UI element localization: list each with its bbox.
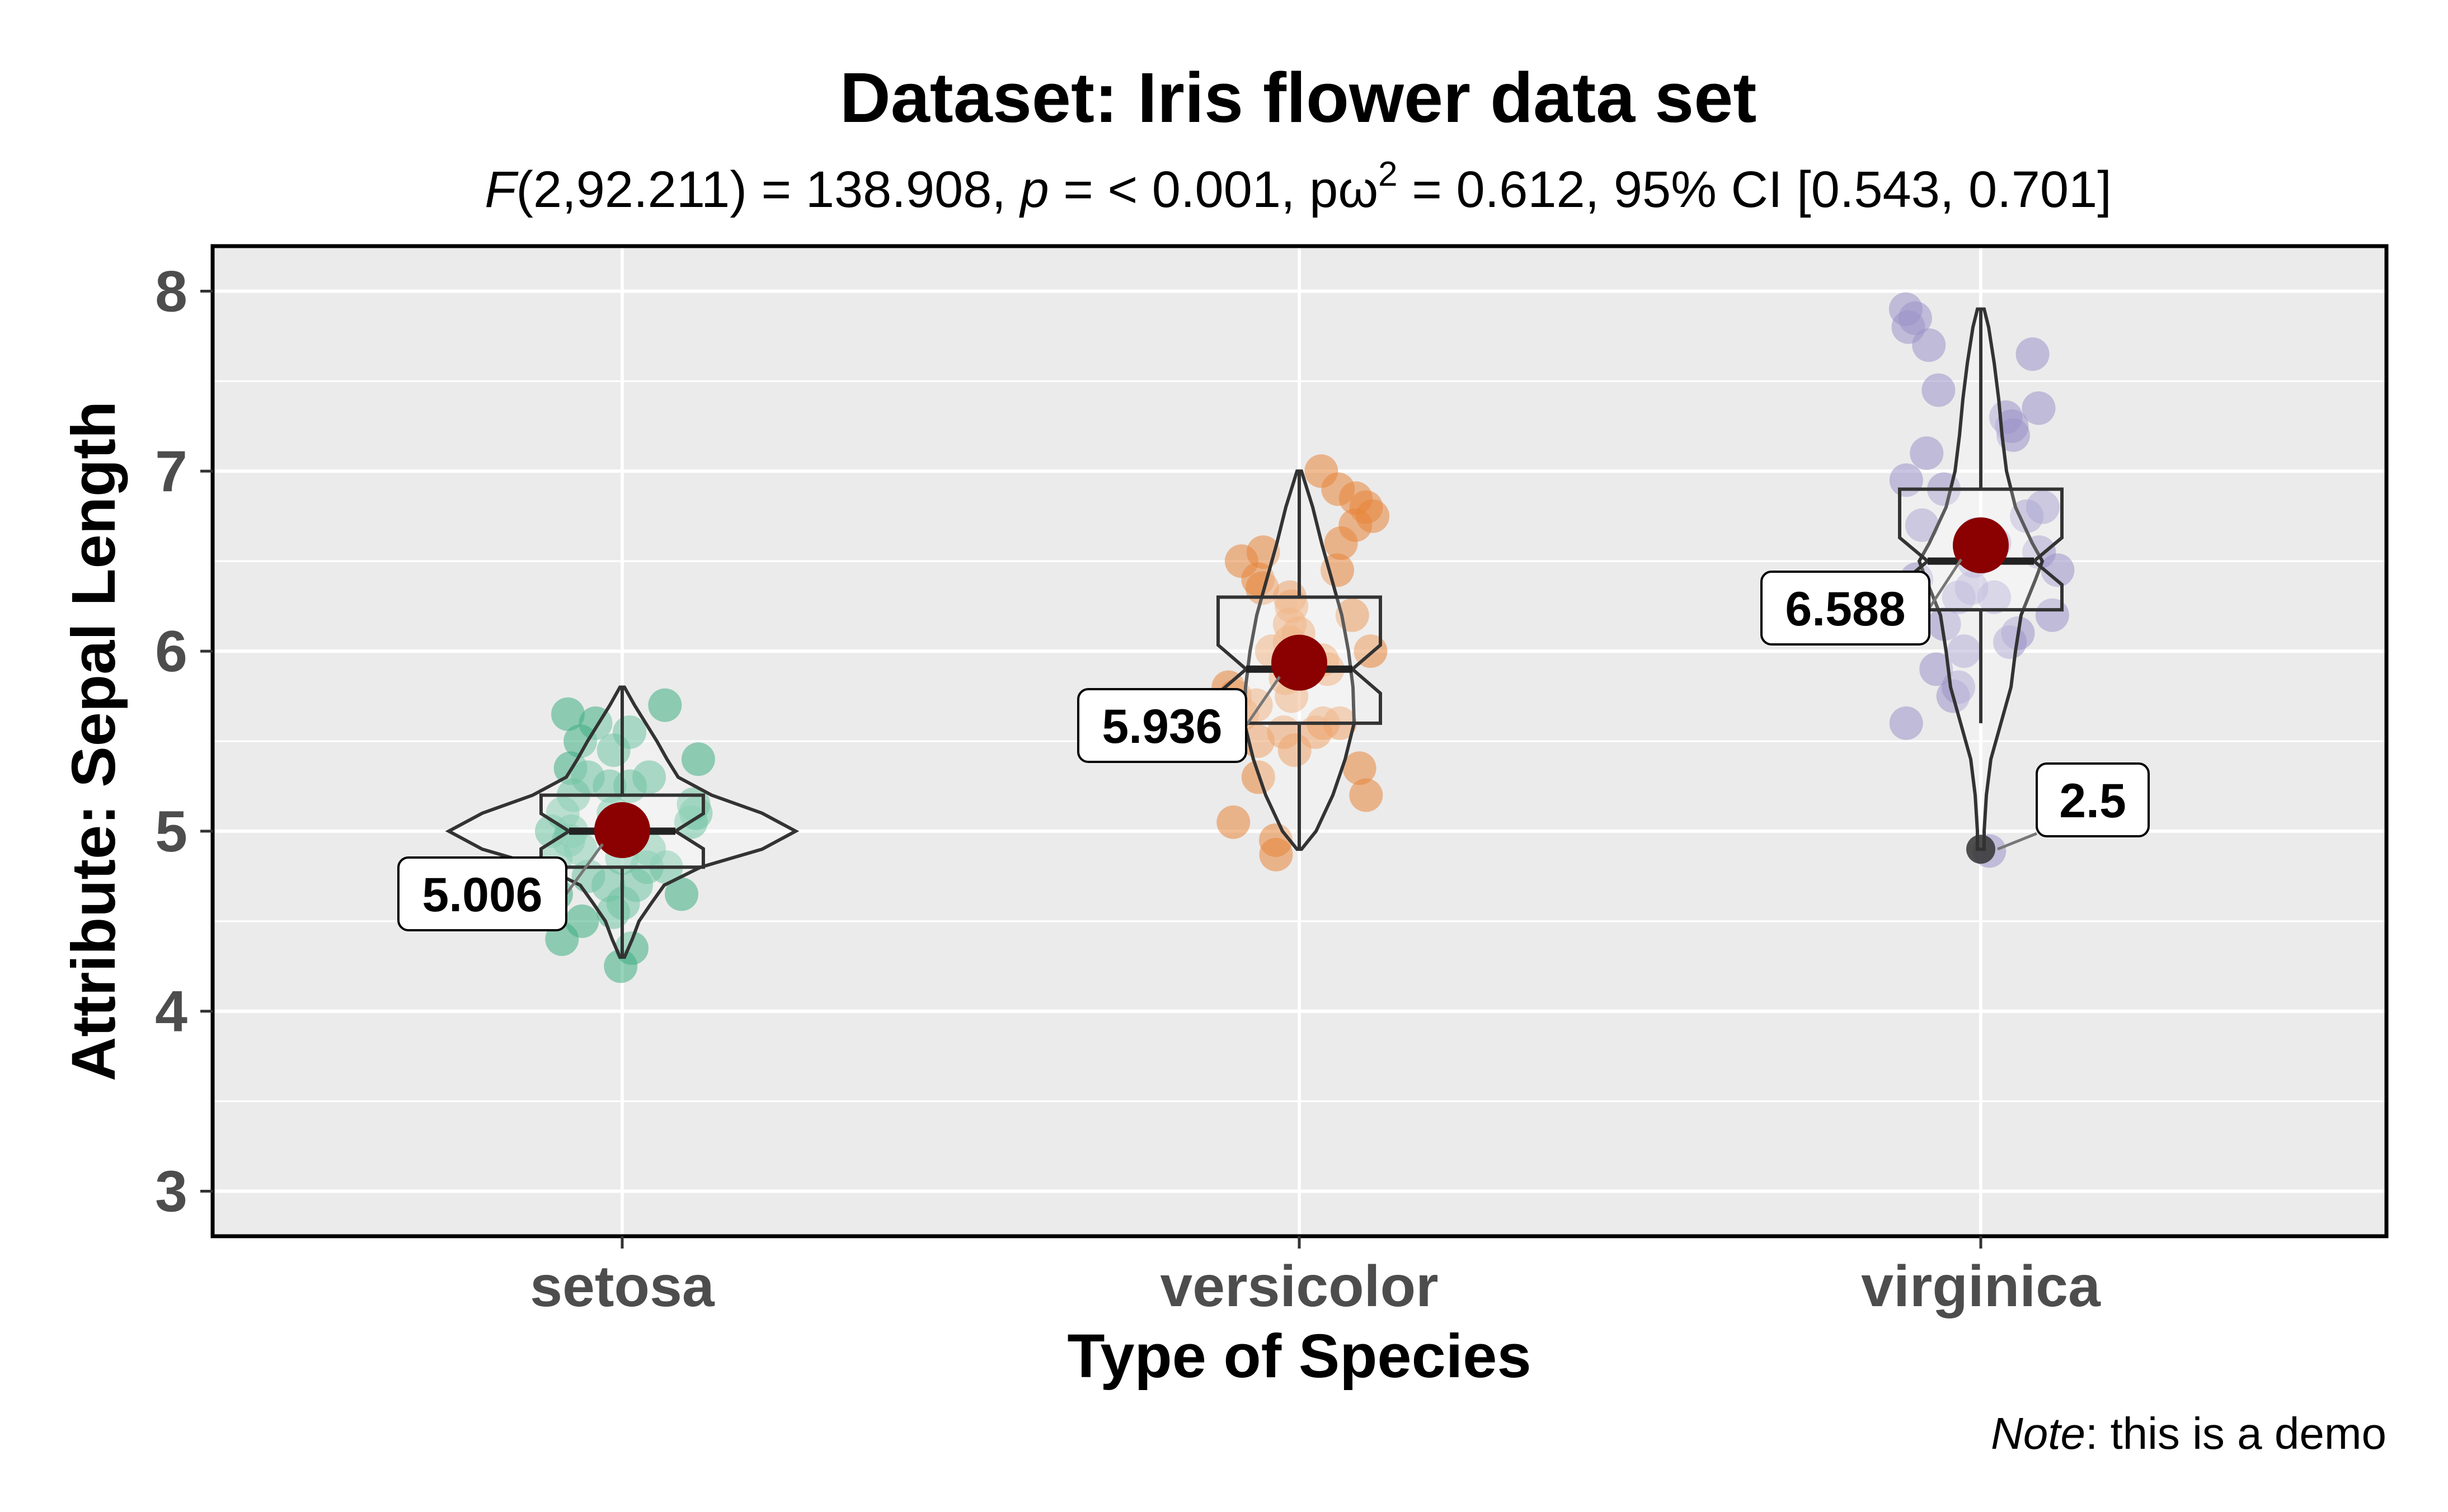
y-axis: 3 4 5 6 7 8 <box>155 259 213 1224</box>
data-point <box>1989 400 2023 434</box>
outlier-point <box>1966 835 1995 864</box>
mean-point <box>1953 517 2009 573</box>
y-tick-label: 7 <box>155 439 187 504</box>
outlier-label-connector <box>1997 832 2037 851</box>
violin <box>1917 307 2045 851</box>
mean-label-connector <box>1244 676 1281 727</box>
data-point <box>2015 337 2050 371</box>
species-groups <box>445 292 2075 983</box>
subtitle-effect-size: = 0.612, 95% CI [0.543, 0.701] <box>1398 161 2112 218</box>
mean-label-text: 5.936 <box>1102 700 1222 753</box>
data-point <box>1304 454 1338 488</box>
data-point <box>2022 391 2056 425</box>
subtitle-f-stat: (2,92.211) = 138.908, <box>516 161 1020 218</box>
mean-label-connector <box>565 843 604 895</box>
data-point <box>1889 706 1923 740</box>
data-point <box>1342 751 1376 785</box>
data-point <box>681 742 715 776</box>
data-point <box>1910 436 1944 470</box>
data-point <box>2026 490 2060 524</box>
x-tick-label: versicolor <box>1160 1254 1438 1319</box>
data-point <box>1905 508 1939 542</box>
mean-label-text: 5.006 <box>422 868 542 922</box>
subtitle-superscript: 2 <box>1378 155 1397 194</box>
group-versicolor <box>1211 454 1390 872</box>
group-virginica <box>1886 292 2075 868</box>
data-point <box>665 877 699 911</box>
y-tick-label: 8 <box>155 259 187 324</box>
chart-title: Dataset: Iris flower data set <box>840 58 1757 137</box>
mean-point <box>1271 634 1327 691</box>
mean-label-box <box>397 856 567 931</box>
x-tick-label: virginica <box>1861 1254 2101 1319</box>
y-tick-label: 6 <box>155 619 187 684</box>
data-point <box>1919 652 1953 686</box>
x-axis-title: Type of Species <box>1067 1322 1531 1391</box>
caption-note: Note <box>1991 1409 2085 1458</box>
data-point <box>1954 571 1989 605</box>
data-point <box>1947 634 1981 668</box>
subtitle-f-symbol: F <box>485 161 519 218</box>
data-point <box>648 688 682 722</box>
data-point <box>1921 373 1956 407</box>
mean-point <box>594 802 650 858</box>
chart-caption: Note: this is a demo <box>1991 1409 2386 1458</box>
data-point <box>1216 805 1251 839</box>
mean-label-box <box>1760 571 1930 646</box>
mean-label-box <box>1077 688 1247 763</box>
data-point <box>1888 292 1923 326</box>
annotation-labels: 5.006 5.936 6.588 2.5 <box>397 558 2150 931</box>
mean-label-text: 6.588 <box>1785 582 1905 636</box>
outlier-label-text: 2.5 <box>2059 774 2126 828</box>
caption-text: : this is a demo <box>2085 1409 2386 1458</box>
data-point <box>1927 607 1961 641</box>
data-point <box>565 904 599 938</box>
subtitle-p-symbol: p <box>1019 161 1049 218</box>
y-tick-label: 4 <box>155 979 187 1044</box>
y-tick-label: 3 <box>155 1160 187 1224</box>
data-point <box>1349 778 1383 812</box>
data-point <box>551 697 585 731</box>
subtitle-p-stat: = < 0.001, pω <box>1049 161 1378 218</box>
outlier-label-box <box>2036 762 2150 837</box>
x-tick-label: setosa <box>530 1254 715 1319</box>
x-axis: setosa versicolor virginica <box>530 1236 2101 1319</box>
y-tick-label: 5 <box>155 799 187 864</box>
chart-subtitle: F(2,92.211) = 138.908, p = < 0.001, pω2 … <box>485 155 2112 218</box>
y-axis-title: Attribute: Sepal Length <box>59 401 128 1081</box>
data-point <box>1321 553 1355 587</box>
data-point <box>632 760 666 794</box>
mean-label-connector <box>1928 558 1963 609</box>
